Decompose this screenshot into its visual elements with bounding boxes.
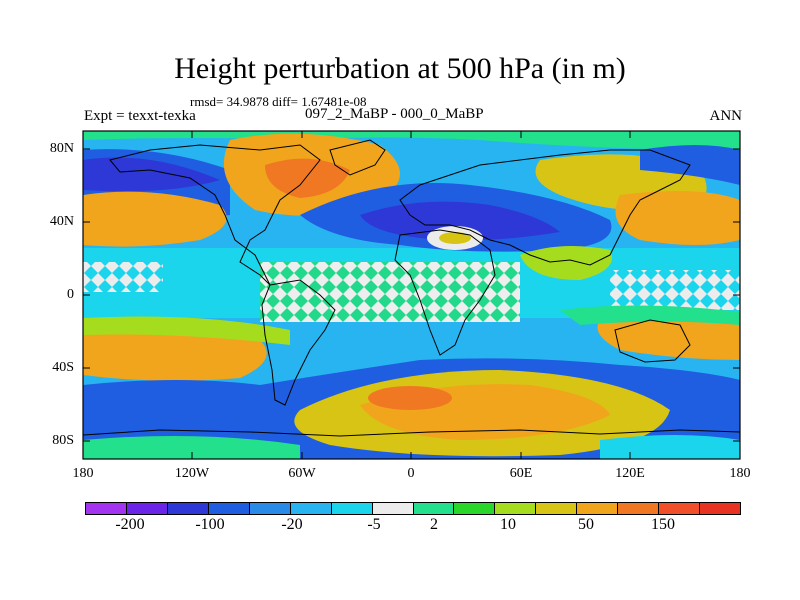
australia-outline <box>614 319 691 363</box>
sh-east-orange <box>597 318 740 360</box>
sh-south-green <box>83 436 300 459</box>
colorbar-swatch <box>207 502 250 515</box>
sh-high-center <box>368 386 452 410</box>
colorbar-label: -200 <box>115 516 145 533</box>
season-label: ANN <box>709 108 743 124</box>
europe-asia-outline <box>399 149 691 266</box>
x-tick-label: 180 <box>72 466 94 481</box>
x-tick-label: 180 <box>729 466 751 481</box>
colorbar-swatch <box>576 502 619 515</box>
y-tick-label: 40N <box>49 214 74 229</box>
colorbar-swatch <box>658 502 701 515</box>
colorbar-swatch <box>289 502 332 515</box>
asia-yellow <box>520 246 612 280</box>
north-america-outline <box>109 144 321 286</box>
colorbar-swatch <box>412 502 455 515</box>
antarctica-outline <box>83 429 740 437</box>
plot-title: Height perturbation at 500 hPa (in m) <box>174 52 626 85</box>
experiment-label: Expt = texxt-texka <box>84 108 196 124</box>
nh-north-green <box>83 131 740 150</box>
y-tick-label: 80S <box>52 433 74 448</box>
rmsd-diff-stats: rmsd= 34.9878 diff= 1.67481e-08 <box>190 94 367 109</box>
coastline-outlines <box>83 139 740 437</box>
africa-outline <box>394 229 496 356</box>
colorbar-label: 150 <box>651 516 675 533</box>
x-tick-label: 120E <box>615 466 645 481</box>
east-hatch <box>610 270 740 310</box>
nh-atlantic-core <box>265 158 350 198</box>
colorbar-swatch <box>371 502 414 515</box>
colorbar-swatch <box>617 502 660 515</box>
tropical-hatch-region <box>260 262 520 322</box>
colorbar-swatch <box>494 502 537 515</box>
colorbar-swatch <box>699 502 741 515</box>
colorbar-label: 2 <box>430 516 438 533</box>
colorbar-label: -100 <box>195 516 225 533</box>
case-difference-label: 097_2_MaBP - 000_0_MaBP <box>305 106 484 122</box>
x-tick-label: 60E <box>509 466 533 481</box>
nh-eurasia-low-core <box>360 201 560 241</box>
sh-south-cyan <box>600 435 740 459</box>
sh-green-rim <box>83 316 290 345</box>
colorbar-swatch <box>248 502 291 515</box>
colorbar-swatch <box>330 502 373 515</box>
colorbar-swatch <box>535 502 578 515</box>
x-tick-label: 120W <box>174 466 210 481</box>
colorbar-label: 50 <box>578 516 594 533</box>
y-tick-label: 40S <box>52 360 74 375</box>
nh-westpac-high <box>83 191 227 247</box>
y-tick-label: 80N <box>49 141 74 156</box>
greenland-outline <box>329 139 386 176</box>
colorbar-label: 10 <box>500 516 516 533</box>
colorbar-swatch <box>85 502 127 515</box>
colorbar-swatch <box>166 502 209 515</box>
nh-pacific-high <box>615 191 740 245</box>
west-pacific-hatch <box>83 262 163 292</box>
nh-small-high-core <box>439 232 471 244</box>
colorbar-label: -20 <box>281 516 303 533</box>
axis-ticks <box>83 131 740 459</box>
sh-east-green <box>560 305 740 325</box>
y-tick-label: 0 <box>67 287 74 302</box>
colorbar-swatch <box>125 502 168 515</box>
x-tick-label: 0 <box>407 466 415 481</box>
colorbar-swatch <box>453 502 496 515</box>
south-america-outline <box>261 279 336 406</box>
x-tick-label: 60W <box>288 466 316 481</box>
nh-westpac-low <box>83 157 220 192</box>
colorbar-label: -5 <box>367 516 381 533</box>
contour-fill-layer <box>83 131 740 459</box>
